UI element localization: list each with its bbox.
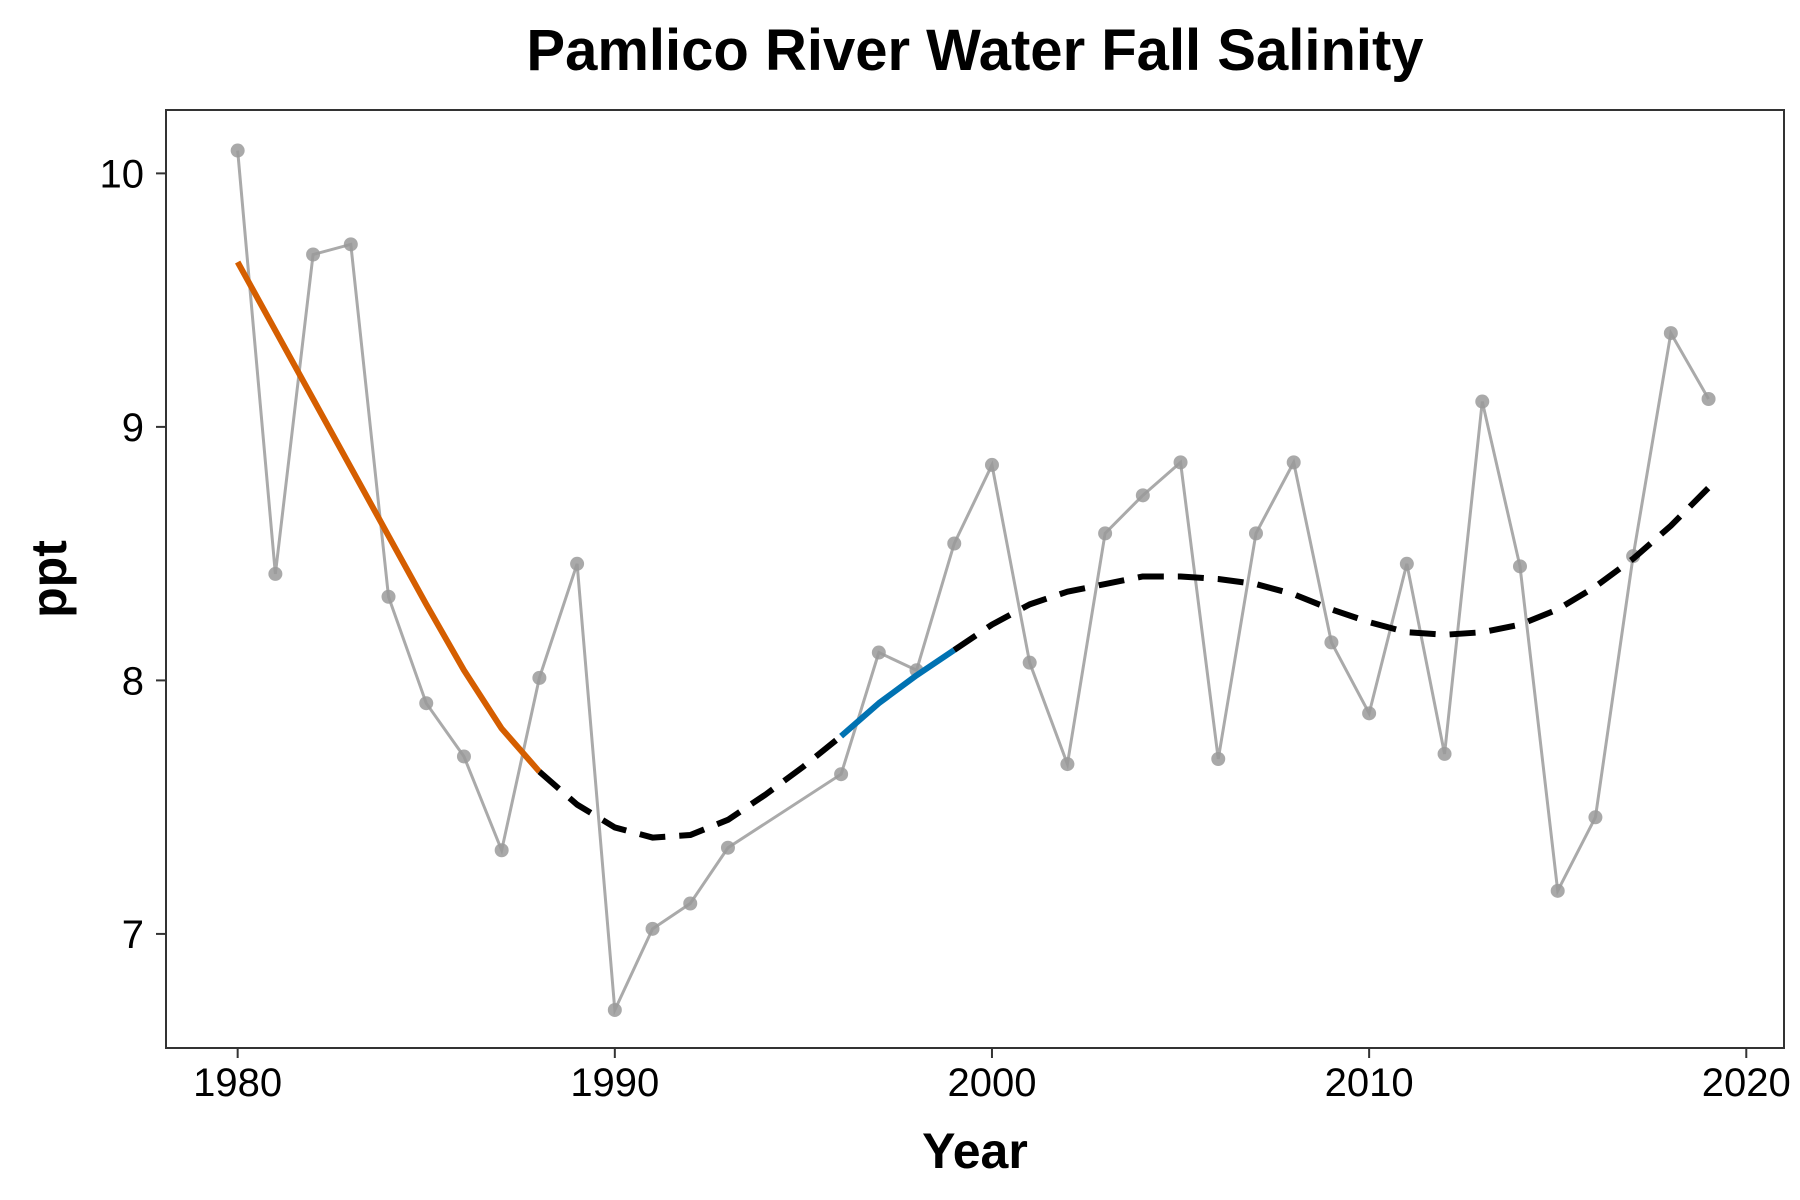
observed-point	[532, 670, 547, 685]
trend-series	[235, 260, 1711, 841]
observed-point	[1060, 757, 1075, 772]
observed-point	[1135, 488, 1150, 503]
observed-point	[343, 237, 358, 252]
observed-series	[230, 143, 1716, 1017]
y-tick-label: 9	[122, 406, 144, 450]
observed-line	[236, 150, 1710, 1016]
observed-point	[268, 566, 283, 581]
y-axis-title: ppt	[21, 540, 77, 618]
observed-point	[570, 556, 585, 571]
x-tick-label: 1980	[193, 1061, 282, 1105]
observed-point	[456, 749, 471, 764]
observed-point	[1362, 706, 1377, 721]
x-axis-title: Year	[922, 1123, 1028, 1179]
observed-point	[306, 247, 321, 262]
observed-point	[1022, 655, 1037, 670]
plot-panel-border	[165, 109, 1785, 1049]
observed-point	[683, 896, 698, 911]
observed-point	[381, 589, 396, 604]
observed-point	[230, 143, 245, 158]
y-tick-label: 8	[122, 659, 144, 703]
y-tick-label: 7	[122, 913, 144, 957]
y-axis: 7 8 9 10	[100, 152, 166, 957]
observed-point	[720, 840, 735, 855]
x-tick-label: 2000	[947, 1061, 1036, 1105]
observed-point	[1173, 455, 1188, 470]
trend-line-dashed	[537, 733, 843, 841]
observed-point	[1512, 559, 1527, 574]
observed-point	[984, 457, 999, 472]
trend-line-dashed	[952, 485, 1711, 653]
x-axis: 1980 1990 2000 2010 2020	[193, 1048, 1791, 1105]
observed-point	[607, 1002, 622, 1017]
observed-point	[834, 767, 849, 782]
observed-point	[1098, 526, 1113, 541]
observed-point	[1701, 392, 1716, 407]
observed-point	[1475, 394, 1490, 409]
observed-point	[1550, 883, 1565, 898]
observed-point	[1324, 635, 1339, 650]
observed-point	[419, 696, 434, 711]
trend-line-solid	[235, 260, 542, 774]
observed-point	[871, 645, 886, 660]
observed-point	[1437, 746, 1452, 761]
trend-line-solid	[839, 647, 956, 739]
observed-point	[947, 536, 962, 551]
y-tick-label: 10	[100, 152, 145, 196]
observed-point	[1588, 810, 1603, 825]
observed-point	[1663, 326, 1678, 341]
chart-title: Pamlico River Water Fall Salinity	[526, 18, 1423, 83]
x-tick-label: 2020	[1702, 1061, 1791, 1105]
observed-point	[1248, 526, 1263, 541]
x-tick-label: 1990	[570, 1061, 659, 1105]
observed-point	[1286, 455, 1301, 470]
observed-point	[494, 843, 509, 858]
x-tick-label: 2010	[1325, 1061, 1414, 1105]
observed-point	[1211, 751, 1226, 766]
observed-point	[645, 921, 660, 936]
observed-point	[1399, 556, 1414, 571]
